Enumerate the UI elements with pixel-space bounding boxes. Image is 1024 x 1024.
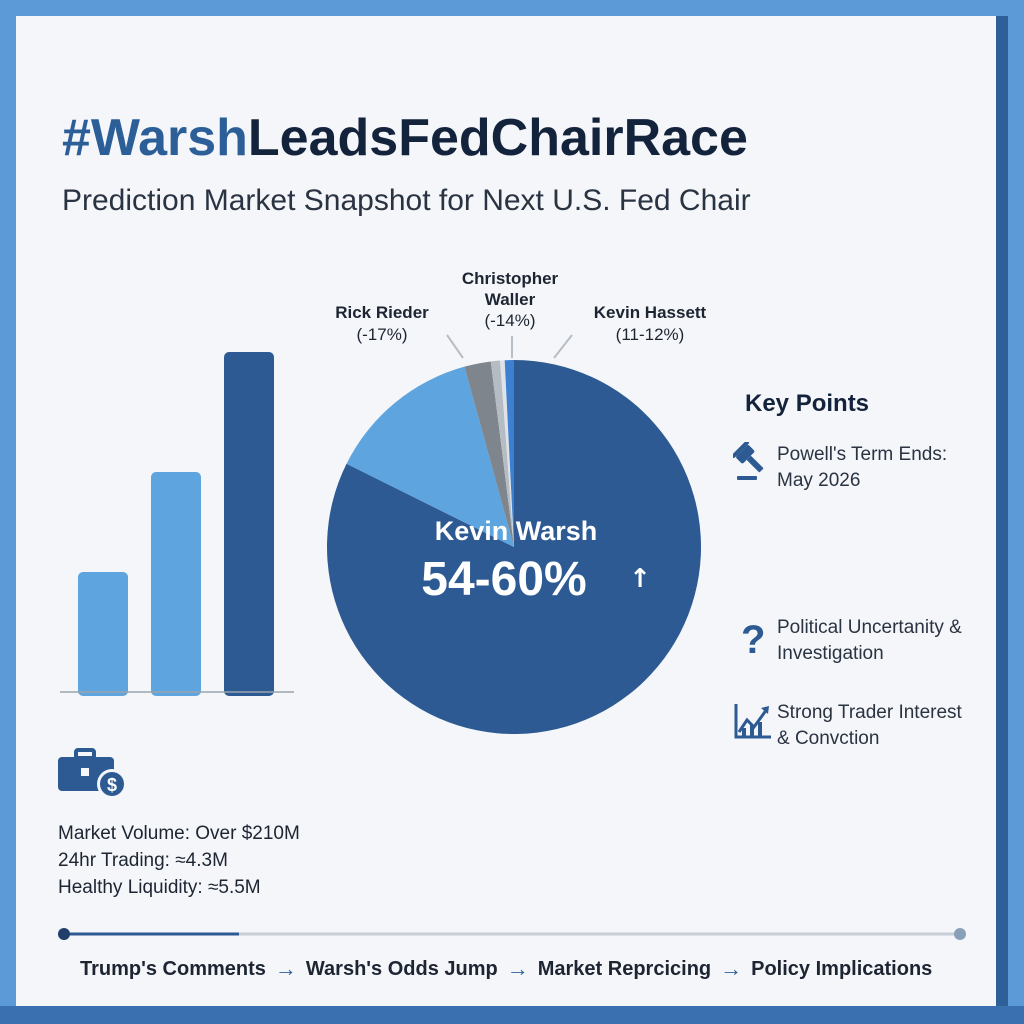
rising-chart-icon <box>733 700 777 752</box>
key-point-line: Political Uncertanity & <box>777 617 962 638</box>
pie-slice-5 <box>504 360 514 547</box>
callout-label: Christopher <box>462 269 559 288</box>
briefcase-dollar-icon: $ <box>56 746 132 809</box>
key-point-line: Strong Trader Interest <box>777 702 962 723</box>
pie-slice-4 <box>500 360 514 547</box>
flow-step: Policy Implications <box>751 957 933 980</box>
stat-market-volume: Market Volume: Over $210M <box>58 823 300 844</box>
bar-2 <box>224 352 274 696</box>
callout-label: (-14%) <box>484 311 535 330</box>
key-point-line: & Convction <box>777 728 880 749</box>
timeline-bar <box>58 928 966 940</box>
market-stats: Market Volume: Over $210M 24hr Trading: … <box>58 820 300 901</box>
stat-liquidity: Healthy Liquidity: ≈5.5M <box>58 877 261 898</box>
title-rest: LeadsFedChairRace <box>247 109 748 167</box>
pie-slice-3 <box>490 360 514 547</box>
key-point-line: Investigation <box>777 643 884 664</box>
page-title: #WarshLeadsFedChairRace <box>62 108 748 168</box>
bottom-band <box>0 1006 1024 1024</box>
callout-label: Kevin Hassett <box>594 303 707 322</box>
pie-center-value: 54-60% <box>421 553 586 606</box>
pie-slice-1 <box>346 366 514 547</box>
pie-chart: Rick Rieder (-17%) Christopher Waller (-14%)… <box>326 269 707 734</box>
up-arrow-icon: ↑ <box>629 564 651 594</box>
flow-step: Warsh's Odds Jump <box>305 957 498 980</box>
pie-slice-2 <box>464 361 514 547</box>
page-subtitle: Prediction Market Snapshot for Next U.S.… <box>62 184 751 217</box>
bar-chart <box>60 352 294 696</box>
flow-step: Trump's Comments <box>80 957 266 980</box>
question-icon: ? <box>733 615 777 667</box>
gavel-icon <box>731 440 777 494</box>
arrow-right-icon: → <box>274 956 297 981</box>
key-point-line: May 2026 <box>777 470 861 491</box>
callout-label: Rick Rieder <box>335 303 429 322</box>
callout-label: Waller <box>485 290 536 309</box>
svg-text:?: ? <box>741 618 765 659</box>
key-point-term-ends: Powell's Term Ends: May 2026 <box>731 440 1003 494</box>
stat-24hr-trading: 24hr Trading: ≈4.3M <box>58 850 228 871</box>
process-flow: Trump's Comments → Warsh's Odds Jump → M… <box>80 956 932 982</box>
arrow-right-icon: → <box>720 956 743 981</box>
bar-0 <box>78 572 128 696</box>
key-point-line: Powell's Term Ends: <box>777 444 948 465</box>
pie-center-name: Kevin Warsh <box>435 516 598 546</box>
pie-slice-0 <box>326 360 701 734</box>
flow-step: Market Reprcicing <box>537 957 712 980</box>
svg-text:$: $ <box>107 775 117 795</box>
key-points-title: Key Points <box>745 390 870 417</box>
title-hashtag: #Warsh <box>62 109 248 167</box>
bar-1 <box>151 472 201 696</box>
callout-leader <box>446 334 464 359</box>
callout-label: (11-12%) <box>616 325 685 344</box>
key-point-uncertainty: ? Political Uncertanity & Investigation <box>733 615 1003 667</box>
callout-label: (-17%) <box>356 325 407 344</box>
key-point-trader-interest: Strong Trader Interest & Convction <box>733 700 1003 752</box>
arrow-right-icon: → <box>506 956 529 981</box>
callout-leader <box>553 334 573 359</box>
